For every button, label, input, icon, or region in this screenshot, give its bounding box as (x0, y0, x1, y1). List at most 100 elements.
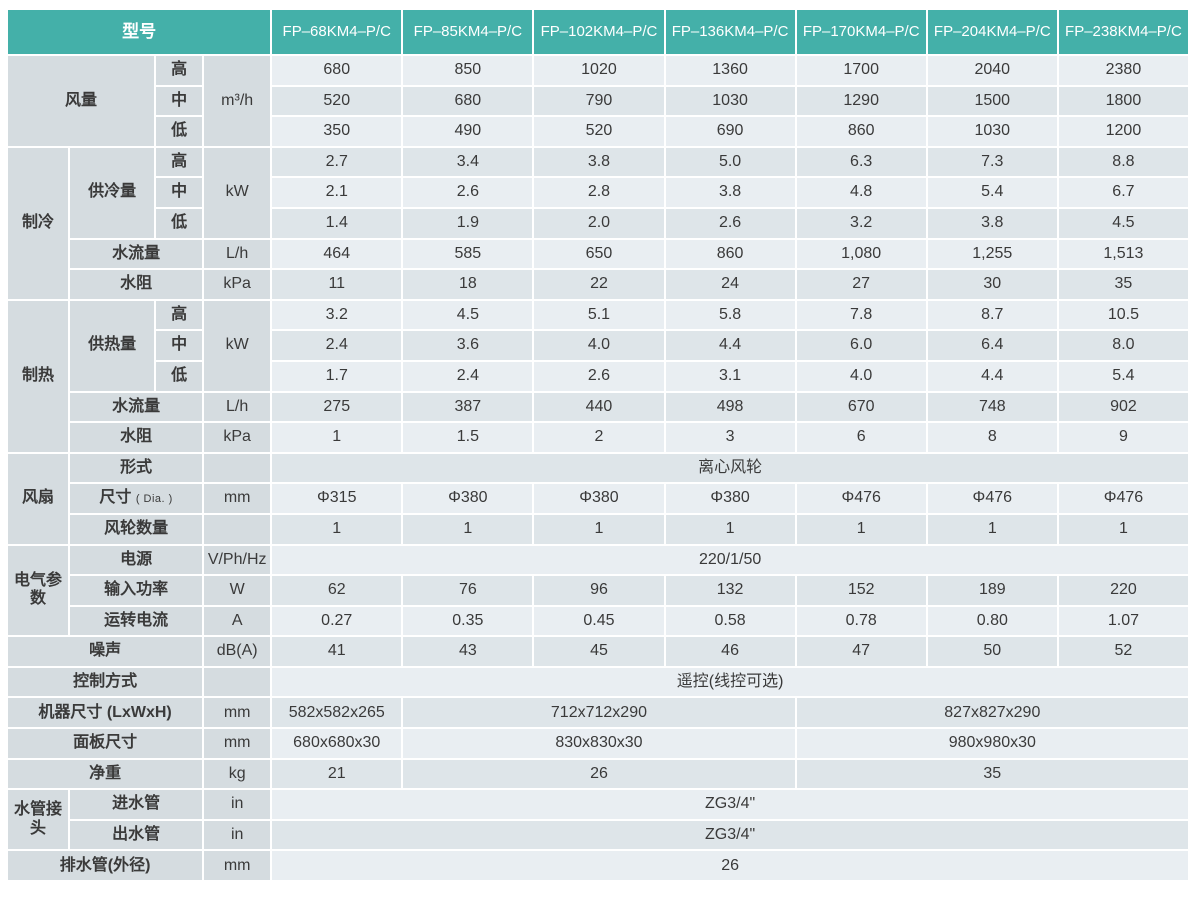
data-cell: 2.7 (272, 147, 402, 177)
data-cell: 690 (665, 117, 795, 146)
data-cell: 440 (534, 392, 664, 422)
data-cell: 6.4 (927, 331, 1057, 360)
unit-cell-outlet: in (204, 820, 271, 850)
row-label-input-power: 输入功率 (70, 576, 203, 605)
row-label-cooling-resist: 水阻 (70, 270, 203, 299)
level-label-high: 高 (156, 147, 203, 177)
data-cell: 3.8 (534, 147, 664, 177)
outlet-pipe-row: 出水管 in ZG3/4" (8, 820, 1188, 850)
data-cell-merged: 遥控(线控可选) (272, 667, 1188, 697)
data-cell: 6.0 (796, 331, 926, 360)
data-cell: 1,513 (1058, 239, 1188, 269)
data-cell-merged: ZG3/4" (272, 820, 1188, 850)
level-label-mid: 中 (156, 178, 203, 207)
row-label-heating-flow: 水流量 (70, 392, 203, 422)
row-label-unit-size: 机器尺寸 (LxWxH) (8, 698, 203, 728)
noise-row: 噪声 dB(A) 41 43 45 46 47 50 52 (8, 637, 1188, 666)
data-cell: Φ476 (796, 484, 926, 513)
row-label-outlet: 出水管 (70, 820, 203, 850)
section-label-fan: 风扇 (8, 453, 69, 544)
row-label-power: 电源 (70, 545, 203, 575)
airflow-low-row: 低 350 490 520 690 860 1030 1200 (8, 117, 1188, 146)
heating-flow-row: 水流量 L/h 275 387 440 498 670 748 902 (8, 392, 1188, 422)
corner-label-cell: 型号 (8, 10, 271, 54)
data-cell: 0.58 (665, 606, 795, 636)
data-cell: 670 (796, 392, 926, 422)
row-label-noise: 噪声 (8, 637, 203, 666)
data-cell: 1.4 (272, 208, 402, 238)
data-cell: 27 (796, 270, 926, 299)
data-cell: 1.5 (403, 423, 533, 452)
data-cell: 1290 (796, 86, 926, 116)
row-label-panel-size: 面板尺寸 (8, 729, 203, 758)
row-label-heating-resist: 水阻 (70, 423, 203, 452)
data-cell: 1,080 (796, 239, 926, 269)
data-cell: 5.1 (534, 300, 664, 330)
airflow-high-row: 风量 高 m³/h 680 850 1020 1360 1700 2040 23… (8, 56, 1188, 146)
data-cell: 152 (796, 576, 926, 605)
data-cell: 132 (665, 576, 795, 605)
data-cell: 8.0 (1058, 331, 1188, 360)
data-cell: 498 (665, 392, 795, 422)
data-cell: 4.0 (796, 361, 926, 391)
data-cell: 76 (403, 576, 533, 605)
data-cell: 2380 (1058, 56, 1188, 85)
data-cell: 45 (534, 637, 664, 666)
fan-type-row: 风扇 形式 离心风轮 (8, 453, 1188, 544)
unit-cell-power: V/Ph/Hz (204, 545, 271, 575)
row-label-current: 运转电流 (70, 606, 203, 636)
row-label-heating-capacity: 供热量 (70, 300, 155, 391)
data-cell: 3.8 (665, 178, 795, 207)
data-cell: 3 (665, 423, 795, 452)
row-label-drain: 排水管(外径) (8, 851, 203, 881)
data-cell: 18 (403, 270, 533, 299)
section-label-heating: 制热 (8, 300, 69, 452)
data-cell: 860 (796, 117, 926, 146)
data-cell: Φ380 (665, 484, 795, 513)
level-label-low: 低 (156, 208, 203, 238)
data-cell: 46 (665, 637, 795, 666)
level-label-high: 高 (156, 56, 203, 85)
model-header-cell: FP–102KM4–P/C (534, 10, 664, 54)
row-label-control: 控制方式 (8, 667, 203, 697)
unit-cell-unit-size: mm (204, 698, 271, 728)
level-label-mid: 中 (156, 331, 203, 360)
data-cell: 3.2 (796, 208, 926, 238)
data-cell: 902 (1058, 392, 1188, 422)
model-header-cell: FP–68KM4–P/C (272, 10, 402, 54)
row-label-cooling-capacity: 供冷量 (70, 147, 155, 238)
data-cell: 4.5 (1058, 208, 1188, 238)
data-cell: 11 (272, 270, 402, 299)
data-cell: 8 (927, 423, 1057, 452)
level-label-high: 高 (156, 300, 203, 330)
data-cell: 50 (927, 637, 1057, 666)
data-cell: 0.35 (403, 606, 533, 636)
row-label-fan-count: 风轮数量 (70, 514, 203, 544)
model-header-cell: FP–136KM4–P/C (665, 10, 795, 54)
data-cell: 7.8 (796, 300, 926, 330)
data-cell: 1 (272, 423, 402, 452)
model-header-cell: FP–170KM4–P/C (796, 10, 926, 54)
row-label-cooling-flow: 水流量 (70, 239, 203, 269)
section-label-airflow: 风量 (8, 56, 155, 146)
unit-cell-heating-flow: L/h (204, 392, 271, 422)
unit-cell-empty (204, 453, 271, 483)
data-cell: 2.4 (403, 361, 533, 391)
data-cell: 790 (534, 86, 664, 116)
data-cell: 4.0 (534, 331, 664, 360)
data-cell: Φ315 (272, 484, 402, 513)
data-cell: 35 (1058, 270, 1188, 299)
section-label-pipes: 水管接头 (8, 790, 69, 850)
unit-cell-current: A (204, 606, 271, 636)
data-cell-merged: 827x827x290 (796, 698, 1188, 728)
data-cell: 860 (665, 239, 795, 269)
unit-cell-heating-capacity: kW (204, 300, 271, 391)
data-cell: 3.6 (403, 331, 533, 360)
data-cell: 0.80 (927, 606, 1057, 636)
level-label-mid: 中 (156, 86, 203, 116)
data-cell: 1 (1058, 514, 1188, 544)
data-cell: 24 (665, 270, 795, 299)
row-label-fan-dia: 尺寸 ( Dia. ) (70, 484, 203, 513)
data-cell: 650 (534, 239, 664, 269)
data-cell: 22 (534, 270, 664, 299)
